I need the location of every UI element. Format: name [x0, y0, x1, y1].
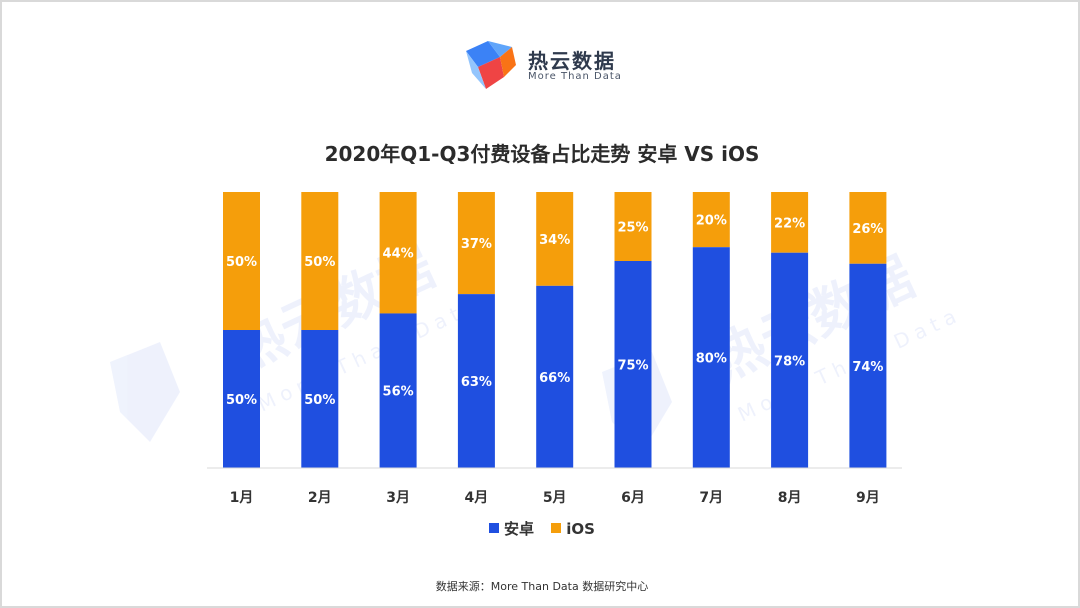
- label-ios-1: 50%: [226, 255, 257, 270]
- bar-ios-8: [771, 192, 809, 253]
- label-ios-8: 22%: [774, 216, 805, 231]
- bar-android-7: [692, 247, 730, 468]
- bar-android-8: [771, 252, 809, 468]
- label-ios-2: 50%: [304, 255, 335, 270]
- label-android-1: 50%: [226, 393, 257, 408]
- bar-ios-2: [301, 192, 339, 330]
- bar-android-9: [849, 263, 887, 468]
- legend-swatch-ios: [551, 522, 562, 533]
- brand-tagline: More Than Data: [528, 71, 622, 82]
- label-ios-4: 37%: [461, 237, 492, 252]
- watermark-logo-1: [110, 342, 180, 442]
- x-tick-5: 5月: [543, 490, 567, 506]
- legend-label-ios: iOS: [566, 520, 595, 538]
- brand-logo-icon: [466, 41, 516, 89]
- label-android-4: 63%: [461, 375, 492, 390]
- label-ios-3: 44%: [383, 247, 414, 262]
- label-android-7: 80%: [696, 352, 727, 367]
- x-tick-1: 1月: [230, 490, 254, 506]
- label-android-9: 74%: [852, 360, 883, 375]
- label-ios-6: 25%: [617, 221, 648, 236]
- bar-android-1: [223, 330, 260, 468]
- brand-name: 热云数据: [528, 49, 616, 73]
- x-tick-4: 4月: [465, 490, 489, 506]
- x-tick-2: 2月: [308, 490, 332, 506]
- bar-android-3: [379, 313, 417, 468]
- legend-label-android: 安卓: [504, 520, 535, 538]
- label-ios-7: 20%: [696, 214, 727, 229]
- chart-title: 2020年Q1-Q3付费设备占比走势 安卓 VS iOS: [324, 142, 760, 166]
- legend-item-android: 安卓: [489, 518, 534, 539]
- bar-ios-7: [692, 192, 730, 248]
- label-android-3: 56%: [383, 385, 414, 400]
- x-tick-8: 8月: [778, 490, 802, 506]
- label-ios-5: 34%: [539, 233, 570, 248]
- x-tick-6: 6月: [621, 490, 645, 506]
- label-android-6: 75%: [617, 359, 648, 374]
- bar-ios-3: [379, 192, 417, 314]
- label-ios-9: 26%: [852, 222, 883, 237]
- source-note: 数据来源：More Than Data 数据研究中心: [435, 580, 649, 593]
- bar-ios-9: [849, 192, 887, 264]
- bar-ios-4: [457, 192, 495, 295]
- label-android-5: 66%: [539, 371, 570, 386]
- label-android-8: 78%: [774, 354, 805, 369]
- bar-android-5: [536, 285, 574, 468]
- bar-ios-5: [536, 192, 574, 286]
- x-tick-9: 9月: [856, 490, 880, 506]
- legend-item-ios: iOS: [551, 520, 595, 538]
- brand-logo: 热云数据 More Than Data: [464, 37, 664, 92]
- bar-android-6: [614, 261, 652, 468]
- bar-ios-6: [614, 192, 652, 261]
- x-tick-3: 3月: [386, 490, 410, 506]
- bar-android-2: [301, 330, 339, 468]
- x-tick-7: 7月: [699, 490, 723, 506]
- legend: 安卓 iOS: [2, 518, 1080, 539]
- bar-ios-1: [223, 192, 260, 330]
- bar-android-4: [457, 294, 495, 468]
- legend-swatch-android: [489, 522, 500, 533]
- label-android-2: 50%: [304, 393, 335, 408]
